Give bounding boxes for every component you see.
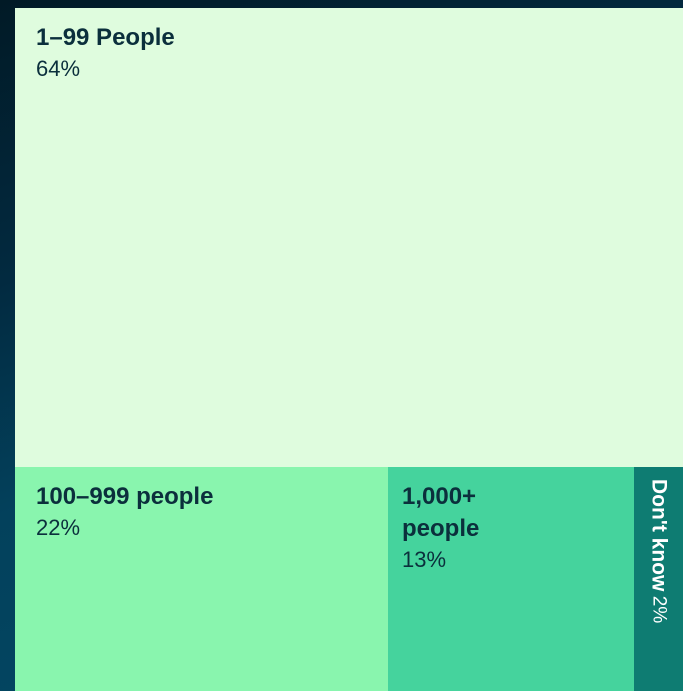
cell-label: 1,000+ people bbox=[402, 483, 480, 542]
treemap-cell-100-999-people: 100–999 people 22% bbox=[15, 467, 388, 691]
treemap-cell-dont-know: Don't know 2% bbox=[634, 467, 683, 691]
treemap-chart: 1–99 People 64% 100–999 people 22% 1,000… bbox=[15, 8, 683, 691]
treemap-cell-1000-plus-people: 1,000+ people 13% bbox=[388, 467, 634, 691]
cell-value: 64% bbox=[36, 56, 81, 81]
cell-value: 22% bbox=[36, 515, 81, 540]
cell-label: Don't know bbox=[647, 479, 671, 592]
rotated-label-group: Don't know 2% bbox=[640, 467, 678, 623]
treemap-cell-1-99-people: 1–99 People 64% bbox=[15, 8, 683, 467]
cell-value: 13% bbox=[402, 547, 447, 572]
cell-label: 100–999 people bbox=[36, 483, 214, 510]
cell-label: 1–99 People bbox=[36, 24, 175, 51]
cell-value: 2% bbox=[648, 595, 670, 624]
